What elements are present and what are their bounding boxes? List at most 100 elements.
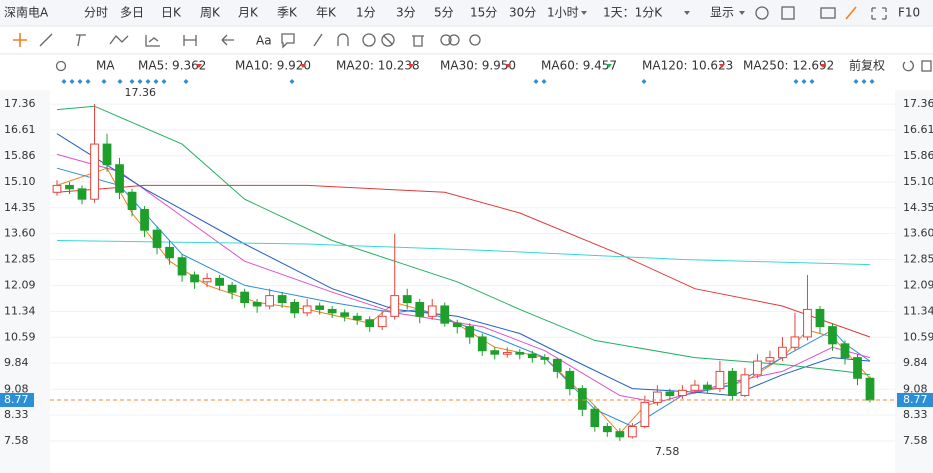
candle-body	[327, 308, 337, 314]
candle-body	[678, 389, 687, 397]
settings-icon[interactable]	[755, 6, 769, 20]
adjust-mode[interactable]: 前复权	[849, 58, 885, 73]
event-marker[interactable]	[183, 79, 189, 84]
line-tool[interactable]	[39, 33, 53, 47]
period-tab[interactable]: 季K	[277, 6, 298, 20]
display-menu[interactable]: 显示	[710, 6, 734, 20]
period-tab[interactable]: 分时	[84, 6, 108, 20]
event-marker[interactable]	[801, 79, 807, 84]
candle-body	[815, 308, 825, 328]
y-tick-label: 9.84	[903, 356, 928, 369]
drawing-tools: Aa	[13, 33, 481, 49]
period-tab[interactable]: 年K	[316, 6, 337, 20]
legend-arrow	[606, 64, 612, 68]
period-tab[interactable]: 周K	[200, 6, 221, 20]
event-marker[interactable]	[793, 79, 799, 84]
candle-body	[302, 305, 312, 314]
event-marker[interactable]	[61, 79, 67, 84]
event-marker[interactable]	[85, 79, 91, 84]
event-marker[interactable]	[641, 79, 647, 84]
event-marker[interactable]	[153, 79, 159, 84]
candle-body	[703, 384, 712, 390]
event-marker[interactable]	[853, 79, 859, 84]
high-annotation: 17.36	[125, 86, 156, 99]
event-marker[interactable]	[533, 79, 539, 84]
measure-tool[interactable]	[183, 35, 197, 46]
text-tool[interactable]: Aa	[256, 34, 272, 48]
event-marker[interactable]	[541, 79, 547, 84]
candle-body	[227, 284, 237, 293]
y-tick-label: 8.33	[4, 408, 29, 421]
y-tick-label: 17.36	[903, 97, 933, 110]
reset-icon[interactable]	[902, 60, 914, 72]
candle-body	[828, 326, 837, 345]
candle-body	[577, 388, 587, 410]
checkbox-icon[interactable]	[781, 6, 795, 20]
event-marker[interactable]	[129, 79, 135, 84]
event-marker[interactable]	[869, 79, 875, 84]
settings-tool[interactable]	[469, 34, 481, 46]
compare-tool[interactable]	[448, 34, 460, 46]
event-marker[interactable]	[809, 79, 815, 84]
candle-body	[115, 164, 124, 193]
y-tick-label: 16.61	[903, 123, 933, 136]
pen-icon[interactable]	[845, 6, 857, 20]
f10-button[interactable]: F10	[898, 6, 920, 20]
ma-settings-icon[interactable]	[55, 60, 67, 72]
wave-tool[interactable]	[109, 35, 129, 45]
event-marker[interactable]	[69, 79, 75, 84]
period-tab[interactable]: 3分	[396, 6, 416, 20]
y-tick-label: 15.86	[4, 149, 36, 162]
stock-name[interactable]: 深南电A	[4, 5, 49, 20]
candle-body	[215, 277, 224, 286]
period-tab[interactable]: 日K	[161, 6, 182, 20]
candle-body	[140, 209, 149, 231]
camera-icon[interactable]	[820, 7, 836, 19]
ma-line	[56, 240, 871, 266]
candle-body	[728, 370, 737, 397]
range-select[interactable]: 1天：1分K	[603, 6, 663, 20]
crosshair-tool[interactable]	[13, 33, 27, 47]
event-marker[interactable]	[101, 79, 107, 84]
magnet-tool[interactable]	[337, 33, 349, 46]
candle-body	[840, 343, 850, 359]
period-tab[interactable]: 5分	[434, 6, 454, 20]
hide-tool[interactable]	[381, 33, 395, 47]
legend-entry: MA30: 9.950	[440, 59, 516, 73]
candle-body	[740, 374, 750, 397]
note-tool[interactable]	[281, 33, 295, 49]
fib-tool[interactable]	[145, 35, 160, 47]
arrow-tool[interactable]	[221, 34, 234, 46]
period-tab[interactable]: 30分	[509, 6, 536, 20]
candle-body	[865, 377, 875, 401]
period-tab[interactable]: 多日	[120, 6, 144, 20]
y-tick-label: 15.86	[903, 149, 933, 162]
panel-icon[interactable]	[921, 60, 932, 72]
y-tick-label: 7.58	[4, 434, 29, 447]
period-tab[interactable]: 月K	[238, 6, 259, 20]
event-marker[interactable]	[145, 79, 151, 84]
period-tab[interactable]: 1分	[356, 6, 376, 20]
event-marker[interactable]	[161, 79, 167, 84]
last-price-box	[897, 392, 933, 407]
channel-tool[interactable]	[76, 34, 86, 47]
fullscreen-icon[interactable]	[871, 7, 887, 20]
candle-body	[615, 431, 625, 438]
legend-entry: MA10: 9.920	[235, 59, 311, 73]
ma-line	[56, 133, 871, 397]
sync-tool[interactable]	[362, 33, 376, 47]
event-marker[interactable]	[117, 79, 123, 84]
legend-arrow	[408, 64, 414, 68]
period-tab[interactable]: 1小时	[547, 6, 579, 20]
candle-body	[390, 295, 400, 317]
candle-body	[265, 295, 275, 307]
delete-tool[interactable]	[412, 35, 424, 47]
pen-tool[interactable]	[313, 33, 323, 47]
period-tab[interactable]: 15分	[470, 6, 497, 20]
compare-tool[interactable]	[440, 34, 452, 46]
event-marker[interactable]	[77, 79, 83, 84]
event-marker[interactable]	[137, 79, 143, 84]
event-marker[interactable]	[861, 79, 867, 84]
event-marker[interactable]	[289, 79, 295, 84]
